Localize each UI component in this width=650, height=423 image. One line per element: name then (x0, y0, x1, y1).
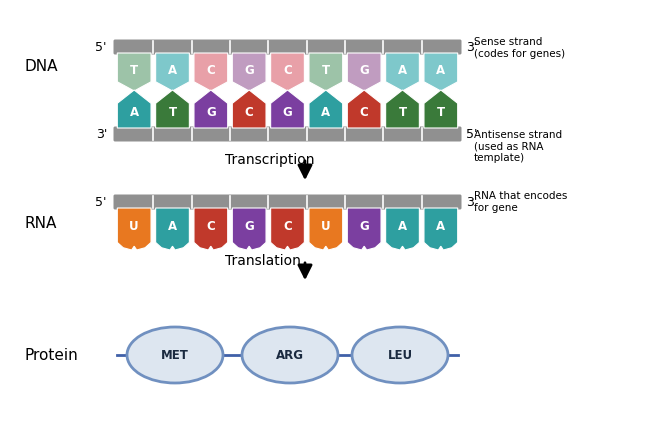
Polygon shape (270, 208, 304, 250)
Polygon shape (385, 208, 419, 250)
Text: Translation: Translation (225, 254, 301, 268)
Polygon shape (424, 90, 458, 128)
Ellipse shape (127, 327, 223, 383)
Text: Transcription: Transcription (225, 153, 315, 167)
Polygon shape (424, 208, 458, 250)
Text: C: C (207, 63, 215, 77)
Polygon shape (347, 208, 381, 250)
Polygon shape (385, 90, 419, 128)
Text: A: A (129, 106, 138, 118)
Polygon shape (117, 208, 151, 250)
Polygon shape (232, 90, 266, 128)
Text: A: A (436, 220, 445, 233)
Text: A: A (398, 220, 407, 233)
Text: A: A (168, 63, 177, 77)
Polygon shape (155, 90, 189, 128)
Text: U: U (321, 220, 331, 233)
Text: 5': 5' (96, 195, 107, 209)
Text: 3': 3' (466, 195, 477, 209)
Text: C: C (283, 63, 292, 77)
FancyBboxPatch shape (114, 126, 461, 142)
Polygon shape (347, 53, 381, 91)
Polygon shape (424, 53, 458, 91)
Text: RNA that encodes
for gene: RNA that encodes for gene (474, 191, 567, 213)
Text: G: G (244, 63, 254, 77)
Polygon shape (309, 90, 343, 128)
Text: C: C (245, 106, 254, 118)
Text: Antisense strand
(used as RNA
template): Antisense strand (used as RNA template) (474, 130, 562, 163)
Text: T: T (168, 106, 177, 118)
Text: U: U (129, 220, 139, 233)
Text: A: A (398, 63, 407, 77)
Text: A: A (321, 106, 330, 118)
Polygon shape (309, 208, 343, 250)
Text: ARG: ARG (276, 349, 304, 362)
Text: Sense strand
(codes for genes): Sense strand (codes for genes) (474, 37, 565, 59)
Text: Protein: Protein (25, 348, 79, 363)
FancyBboxPatch shape (114, 195, 461, 209)
Polygon shape (347, 90, 381, 128)
Ellipse shape (352, 327, 448, 383)
Text: T: T (398, 106, 406, 118)
Text: 5': 5' (466, 127, 478, 140)
Text: G: G (244, 220, 254, 233)
Polygon shape (385, 53, 419, 91)
Polygon shape (117, 53, 151, 91)
Polygon shape (194, 53, 228, 91)
Text: C: C (283, 220, 292, 233)
Polygon shape (194, 208, 228, 250)
Text: C: C (207, 220, 215, 233)
Text: 5': 5' (96, 41, 107, 53)
Text: C: C (360, 106, 369, 118)
Text: G: G (359, 63, 369, 77)
Polygon shape (270, 53, 304, 91)
Text: DNA: DNA (25, 59, 58, 74)
Text: T: T (130, 63, 138, 77)
Text: G: G (359, 220, 369, 233)
FancyBboxPatch shape (114, 39, 461, 55)
Text: RNA: RNA (25, 215, 57, 231)
Text: LEU: LEU (387, 349, 413, 362)
Polygon shape (117, 90, 151, 128)
Text: G: G (283, 106, 292, 118)
Ellipse shape (242, 327, 338, 383)
Polygon shape (155, 53, 189, 91)
Polygon shape (232, 53, 266, 91)
Text: 3': 3' (96, 127, 107, 140)
Text: T: T (322, 63, 330, 77)
Text: A: A (436, 63, 445, 77)
Text: G: G (206, 106, 216, 118)
Polygon shape (155, 208, 189, 250)
Polygon shape (232, 208, 266, 250)
Text: T: T (437, 106, 445, 118)
Text: A: A (168, 220, 177, 233)
Polygon shape (194, 90, 228, 128)
Text: MET: MET (161, 349, 189, 362)
Polygon shape (270, 90, 304, 128)
Text: 3': 3' (466, 41, 477, 53)
Polygon shape (309, 53, 343, 91)
